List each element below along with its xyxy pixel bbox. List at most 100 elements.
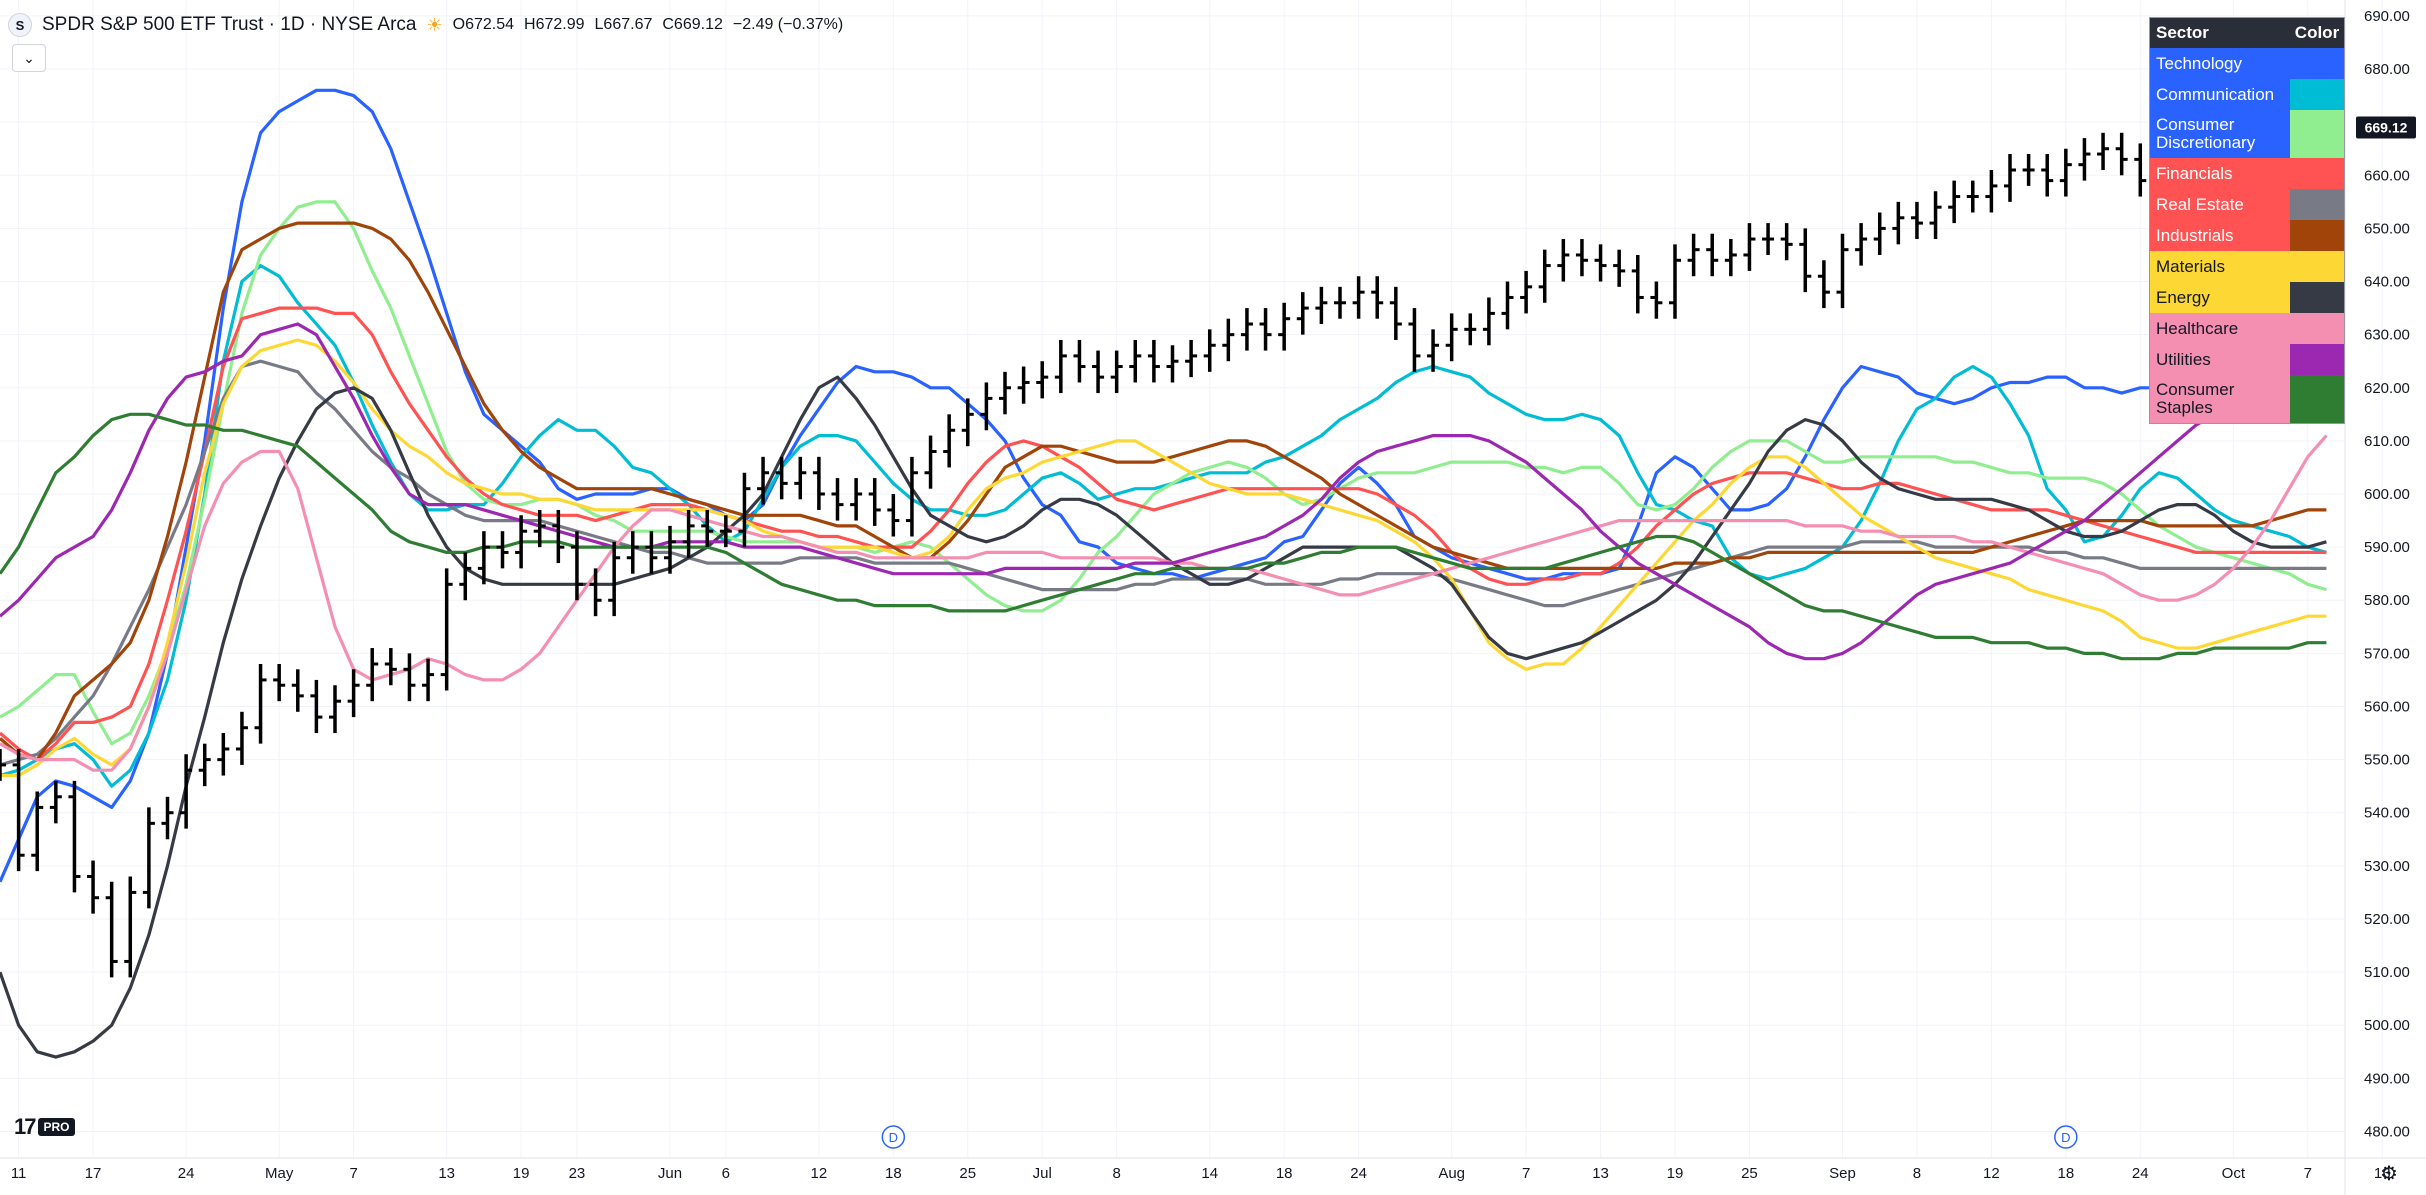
tradingview-watermark[interactable]: 17 PRO bbox=[14, 1114, 75, 1140]
price-bar bbox=[1166, 345, 1179, 383]
symbol-title[interactable]: SPDR S&P 500 ETF Trust · 1D · NYSE Arca bbox=[42, 14, 417, 35]
x-tick-label: 17 bbox=[85, 1165, 102, 1182]
price-bar bbox=[589, 568, 602, 617]
legend-sector-label: Consumer Staples bbox=[2150, 375, 2290, 423]
price-bars bbox=[0, 95, 2333, 978]
price-bar bbox=[980, 382, 993, 431]
series-line-utilities[interactable] bbox=[0, 322, 2327, 661]
collapse-legend-button[interactable]: ⌄ bbox=[12, 44, 46, 72]
dividend-marker[interactable]: D bbox=[2054, 1125, 2078, 1149]
price-bar bbox=[1017, 366, 1030, 404]
price-bar bbox=[719, 515, 732, 548]
y-tick-label: 500.00 bbox=[2364, 1017, 2410, 1034]
price-bar bbox=[422, 658, 435, 702]
series-line-financials[interactable] bbox=[0, 306, 2327, 762]
price-bar bbox=[515, 515, 528, 569]
price-bar bbox=[738, 472, 751, 548]
price-bar bbox=[273, 663, 286, 702]
legend-color-swatch bbox=[2290, 220, 2344, 251]
price-bar bbox=[1985, 169, 1998, 213]
svg-text:D: D bbox=[889, 1130, 898, 1145]
legend-color-swatch bbox=[2290, 110, 2344, 158]
change-value: −2.49 (−0.37%) bbox=[732, 16, 844, 33]
symbol-logo[interactable]: S bbox=[8, 13, 32, 37]
legend-sector-label: Industrials bbox=[2150, 220, 2290, 251]
price-bar bbox=[2134, 143, 2147, 197]
x-tick-label: 25 bbox=[959, 1165, 976, 1182]
series-line-technology[interactable] bbox=[0, 88, 2327, 883]
x-tick-label: 18 bbox=[2057, 1165, 2074, 1182]
price-bar bbox=[403, 653, 416, 702]
x-tick-label: 6 bbox=[722, 1165, 730, 1182]
time-axis[interactable]: 11 17 24 May 7 13 19 23 Jun 6 12 18 25 Jul 8 14 18 24 Aug 7… bbox=[11, 1165, 2426, 1182]
tradingview-logo: 17 bbox=[14, 1114, 37, 1139]
price-bar bbox=[1464, 313, 1477, 346]
price-bar bbox=[1613, 249, 1626, 287]
close-value: C669.12 bbox=[662, 16, 723, 33]
legend-color-swatch bbox=[2290, 251, 2344, 282]
price-bar bbox=[49, 780, 62, 824]
legend-sector-label: Utilities bbox=[2150, 344, 2290, 375]
price-bar bbox=[1315, 286, 1328, 325]
price-bar bbox=[1334, 286, 1346, 319]
price-bar bbox=[1762, 223, 1775, 255]
price-axis[interactable]: 690.00680.00670.00660.00650.00640.00630.… bbox=[2364, 8, 2410, 1141]
series-line-communication[interactable] bbox=[0, 264, 2327, 788]
y-tick-label: 530.00 bbox=[2364, 858, 2410, 875]
chart-header: S SPDR S&P 500 ETF Trust · 1D · NYSE Arc… bbox=[8, 10, 843, 40]
x-tick-label: 18 bbox=[1276, 1165, 1293, 1182]
price-bar bbox=[905, 456, 918, 537]
series-line-industrials[interactable] bbox=[0, 221, 2327, 762]
price-bar bbox=[347, 669, 360, 718]
price-bar bbox=[1371, 276, 1384, 319]
x-tick-label: 11 bbox=[11, 1165, 27, 1182]
price-bar bbox=[459, 552, 472, 601]
legend-color-swatch bbox=[2290, 189, 2344, 220]
price-bar bbox=[1948, 180, 1961, 224]
price-bar bbox=[961, 398, 974, 447]
open-value: O672.54 bbox=[452, 16, 515, 33]
gear-icon[interactable]: ⚙ bbox=[2380, 1163, 2398, 1185]
price-bar bbox=[1278, 302, 1291, 351]
y-tick-label: 690.00 bbox=[2364, 8, 2410, 25]
x-tick-label: 7 bbox=[1522, 1165, 1530, 1182]
price-bar bbox=[608, 541, 621, 617]
price-bar bbox=[1910, 201, 1923, 240]
price-bar bbox=[1836, 233, 1849, 309]
price-bar bbox=[1520, 270, 1533, 314]
x-tick-label: 24 bbox=[178, 1165, 195, 1182]
price-bar bbox=[217, 733, 230, 776]
legend-sector-label: Consumer Discretionary bbox=[2150, 110, 2290, 158]
price-bar bbox=[496, 531, 509, 569]
price-bar bbox=[1631, 254, 1644, 314]
dividend-marker[interactable]: D bbox=[881, 1125, 906, 1149]
price-bar bbox=[1445, 313, 1458, 362]
price-bar bbox=[1147, 339, 1160, 383]
series-line-materials[interactable] bbox=[0, 338, 2327, 778]
price-bar bbox=[87, 860, 100, 914]
y-tick-label: 540.00 bbox=[2364, 805, 2410, 822]
x-tick-label: 25 bbox=[1741, 1165, 1758, 1182]
x-tick-label: 18 bbox=[885, 1165, 902, 1182]
ohlc-values: O672.54 H672.99 L667.67 C669.12 −2.49 (−… bbox=[453, 16, 844, 34]
price-bar bbox=[2115, 132, 2128, 176]
price-bar bbox=[1129, 339, 1142, 383]
legend-color-swatch bbox=[2290, 158, 2344, 189]
x-tick-label: Jul bbox=[1033, 1165, 1052, 1182]
svg-text:D: D bbox=[2061, 1130, 2070, 1145]
series-line-energy[interactable] bbox=[0, 375, 2327, 1059]
price-bar bbox=[924, 435, 937, 489]
x-tick-label: 19 bbox=[1667, 1165, 1684, 1182]
series-line-consumer-discretionary[interactable] bbox=[0, 200, 2327, 746]
x-tick-label: 7 bbox=[349, 1165, 357, 1182]
price-bar bbox=[682, 509, 695, 558]
series-line-healthcare[interactable] bbox=[0, 434, 2328, 772]
price-bar bbox=[1427, 329, 1440, 372]
series-line-consumer-staples[interactable] bbox=[0, 412, 2327, 661]
last-price-tag: 669.12 bbox=[2356, 116, 2416, 139]
price-bar bbox=[2022, 154, 2035, 186]
price-bar bbox=[1482, 297, 1495, 346]
price-bar bbox=[384, 648, 397, 686]
price-bar bbox=[887, 494, 900, 537]
